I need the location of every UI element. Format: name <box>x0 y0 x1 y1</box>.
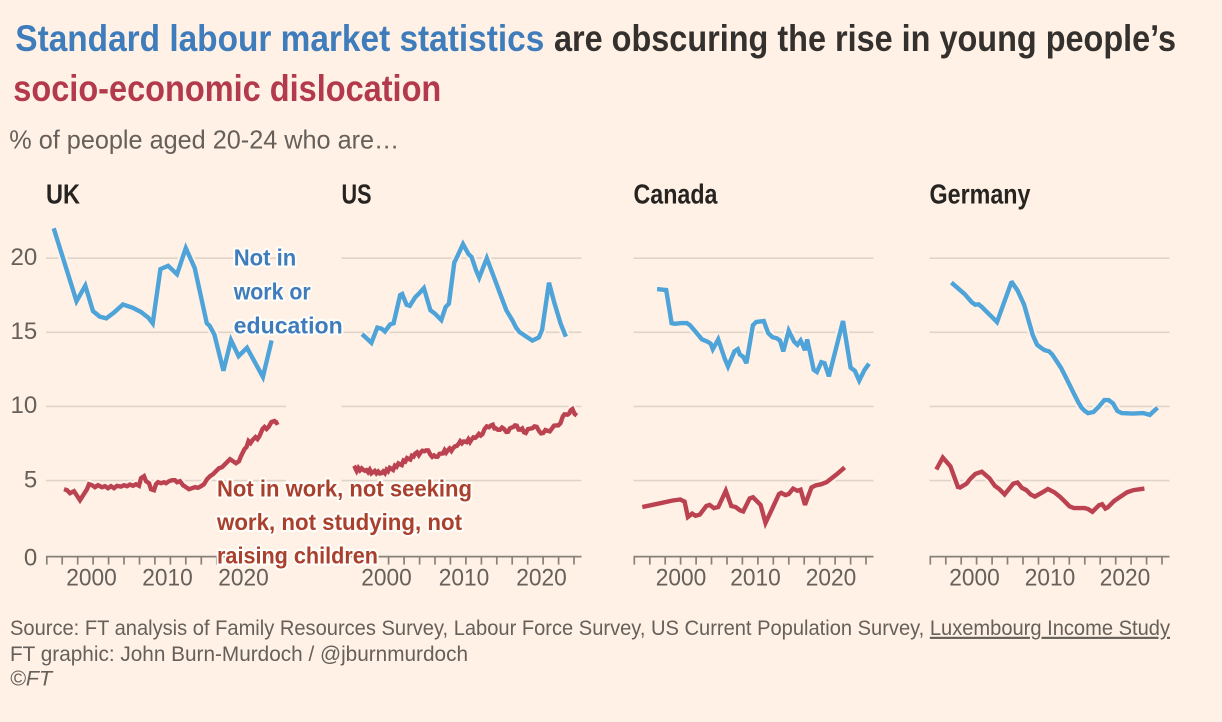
svg-text:2000: 2000 <box>949 565 1000 592</box>
svg-text:FT graphic: John Burn-Murdoch: FT graphic: John Burn-Murdoch / @jburnmu… <box>10 642 468 666</box>
svg-text:Not in: Not in <box>234 244 297 270</box>
svg-text:2010: 2010 <box>142 565 193 592</box>
svg-text:US: US <box>342 178 372 209</box>
svg-text:Standard labour market statist: Standard labour market statistics <box>15 18 544 59</box>
svg-text:% of people aged 20-24 who are: % of people aged 20-24 who are… <box>9 125 399 155</box>
svg-text:UK: UK <box>46 178 80 209</box>
svg-text:Source: FT analysis of Family: Source: FT analysis of Family Resources … <box>10 616 1170 640</box>
svg-text:2000: 2000 <box>66 565 117 592</box>
svg-text:2010: 2010 <box>439 565 490 592</box>
svg-text:2020: 2020 <box>218 565 269 592</box>
svg-text:education: education <box>234 313 343 339</box>
svg-text:5: 5 <box>24 466 37 493</box>
svg-text:Not in work, not seeking: Not in work, not seeking <box>217 475 472 501</box>
svg-text:Canada: Canada <box>634 178 718 209</box>
svg-text:socio-economic dislocation: socio-economic dislocation <box>13 68 441 109</box>
svg-text:0: 0 <box>24 544 37 571</box>
svg-text:20: 20 <box>10 244 37 271</box>
svg-text:work, not studying, not: work, not studying, not <box>216 509 462 535</box>
svg-text:2010: 2010 <box>1025 565 1076 592</box>
svg-text:2000: 2000 <box>656 565 707 592</box>
svg-text:work or: work or <box>233 279 311 305</box>
svg-text:2010: 2010 <box>730 565 781 592</box>
svg-text:©FT: ©FT <box>10 667 54 691</box>
svg-text:Germany: Germany <box>930 178 1031 209</box>
svg-text:2020: 2020 <box>1100 565 1151 592</box>
svg-text:raising children: raising children <box>217 543 378 569</box>
svg-text:2000: 2000 <box>361 565 412 592</box>
svg-text:15: 15 <box>10 318 37 345</box>
svg-text:2020: 2020 <box>806 565 857 592</box>
svg-text:are obscuring the rise in youn: are obscuring the rise in young people’s <box>554 18 1176 59</box>
svg-text:10: 10 <box>10 392 37 419</box>
svg-text:2020: 2020 <box>516 565 567 592</box>
